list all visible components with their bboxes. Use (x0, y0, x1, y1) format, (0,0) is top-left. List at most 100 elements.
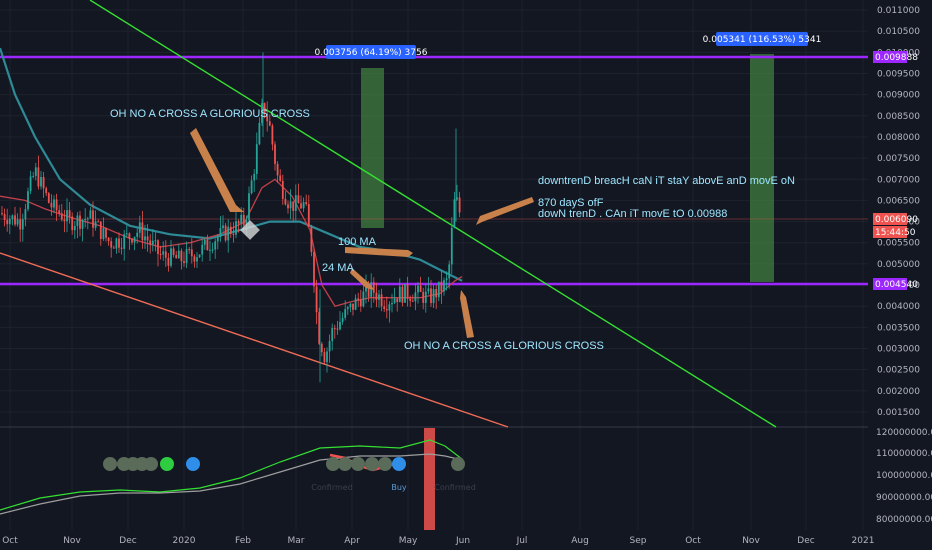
candle-body (401, 286, 404, 303)
candle-body (367, 284, 370, 297)
candle-body (177, 250, 180, 259)
candle-body (84, 219, 87, 221)
candle-body (232, 233, 235, 235)
current-price-value: 0.006090 (875, 215, 918, 225)
candle-body (193, 256, 196, 262)
time-tick-label: Mar (288, 536, 305, 546)
signal-dot (186, 457, 200, 471)
candle-body (32, 175, 35, 177)
time-axis[interactable]: Oct Nov Dec 2020 Feb Mar Apr May Jun Jul Aug Sep Oct… (2, 536, 874, 546)
candle-body (170, 248, 172, 266)
price-tick-label: 0.009000 (877, 91, 920, 101)
candle-body (266, 113, 269, 122)
candle-body (19, 219, 22, 230)
candle-body (99, 221, 102, 240)
candle-body (227, 226, 230, 241)
indicator-signal-dots (103, 457, 465, 471)
indicator-red-bar (424, 428, 435, 530)
upper-level-value: 0.009888 (875, 53, 918, 63)
candle-body (453, 199, 456, 228)
measure-box-1[interactable] (361, 68, 384, 228)
candle-body (305, 202, 308, 205)
time-tick-label: Sep (630, 536, 647, 546)
lower-level-tag (873, 278, 907, 290)
candle-body (159, 254, 162, 256)
candle-body (183, 261, 185, 264)
candle-body (424, 291, 427, 303)
indicator-axis[interactable]: 120000000.000000 110000000.000000 10000000… (876, 428, 932, 525)
candle-body (344, 309, 347, 318)
candle-body (263, 103, 266, 114)
arrow-ma24 (350, 268, 374, 290)
price-tick-label: 0.003000 (877, 345, 920, 355)
candle-body (320, 343, 323, 353)
candle-body (21, 219, 24, 230)
time-tick-label: Nov (742, 536, 760, 546)
measure-box-2[interactable] (750, 54, 774, 282)
candle-body (107, 237, 110, 242)
indicator-tick-label: 110000000.000000 (876, 449, 932, 459)
candle-body (154, 240, 157, 242)
candle-body (198, 254, 201, 258)
cross-marker (240, 220, 260, 240)
indicator-green-line (0, 439, 463, 511)
price-axis[interactable]: 0.0110000.0105000.0100000.0095000.009000… (877, 6, 920, 418)
candle-body (339, 321, 341, 330)
candle-body (307, 204, 310, 227)
candle-body (92, 210, 94, 228)
candle-body (11, 215, 14, 219)
downtrend-line[interactable] (89, 0, 777, 428)
time-tick-label: 2021 (852, 536, 875, 546)
candle-body (313, 252, 315, 287)
measure-label-1: 0.003756 (64.19%) 3756 (315, 48, 428, 58)
candle-body (445, 278, 448, 281)
indicator-gray-line (0, 453, 463, 515)
candle-body (27, 191, 29, 210)
candle-body (370, 282, 373, 297)
candle-body (58, 210, 61, 214)
candlestick-series (1, 52, 461, 383)
candle-body (274, 144, 276, 164)
time-tick-label: May (399, 536, 418, 546)
candle-body (279, 175, 282, 181)
candle-body (414, 292, 417, 302)
price-tick-label: 0.011000 (877, 6, 920, 16)
candle-body (214, 241, 217, 250)
candle-body (378, 294, 380, 300)
candle-body (172, 248, 175, 255)
signal-buy-label: Buy (391, 483, 407, 492)
candle-body (255, 144, 258, 174)
annotation-breach: downtrenD breacH caN iT staY abovE anD m… (538, 175, 795, 187)
candle-body (336, 328, 339, 330)
candle-body (128, 233, 131, 239)
price-tick-label: 0.005000 (877, 260, 920, 270)
candle-body (201, 244, 204, 255)
candle-body (190, 249, 193, 257)
candle-body (372, 282, 375, 293)
support-trend-line[interactable] (0, 252, 509, 428)
time-tick-label: 2020 (173, 536, 196, 546)
candle-body (326, 351, 328, 363)
candle-body (300, 203, 302, 209)
candle-body (133, 236, 136, 243)
signal-dot (144, 457, 158, 471)
price-tick-label: 0.002000 (877, 387, 920, 397)
candle-body (242, 214, 245, 226)
candle-body (346, 307, 349, 310)
ma-100-line (0, 47, 463, 282)
candle-body (73, 225, 76, 231)
candle-body (224, 225, 227, 241)
price-tick-label: 0.003500 (877, 323, 920, 333)
indicator-tick-label: 80000000.000000 (876, 515, 932, 525)
candle-body (45, 188, 48, 194)
time-tick-label: Jun (455, 536, 470, 546)
candle-body (417, 285, 419, 293)
candle-body (131, 238, 133, 243)
candle-body (203, 239, 206, 245)
candle-body (396, 298, 399, 303)
candle-body (450, 227, 453, 265)
price-tick-label: 0.009500 (877, 69, 920, 79)
candle-body (6, 219, 9, 225)
signal-dot (392, 457, 406, 471)
